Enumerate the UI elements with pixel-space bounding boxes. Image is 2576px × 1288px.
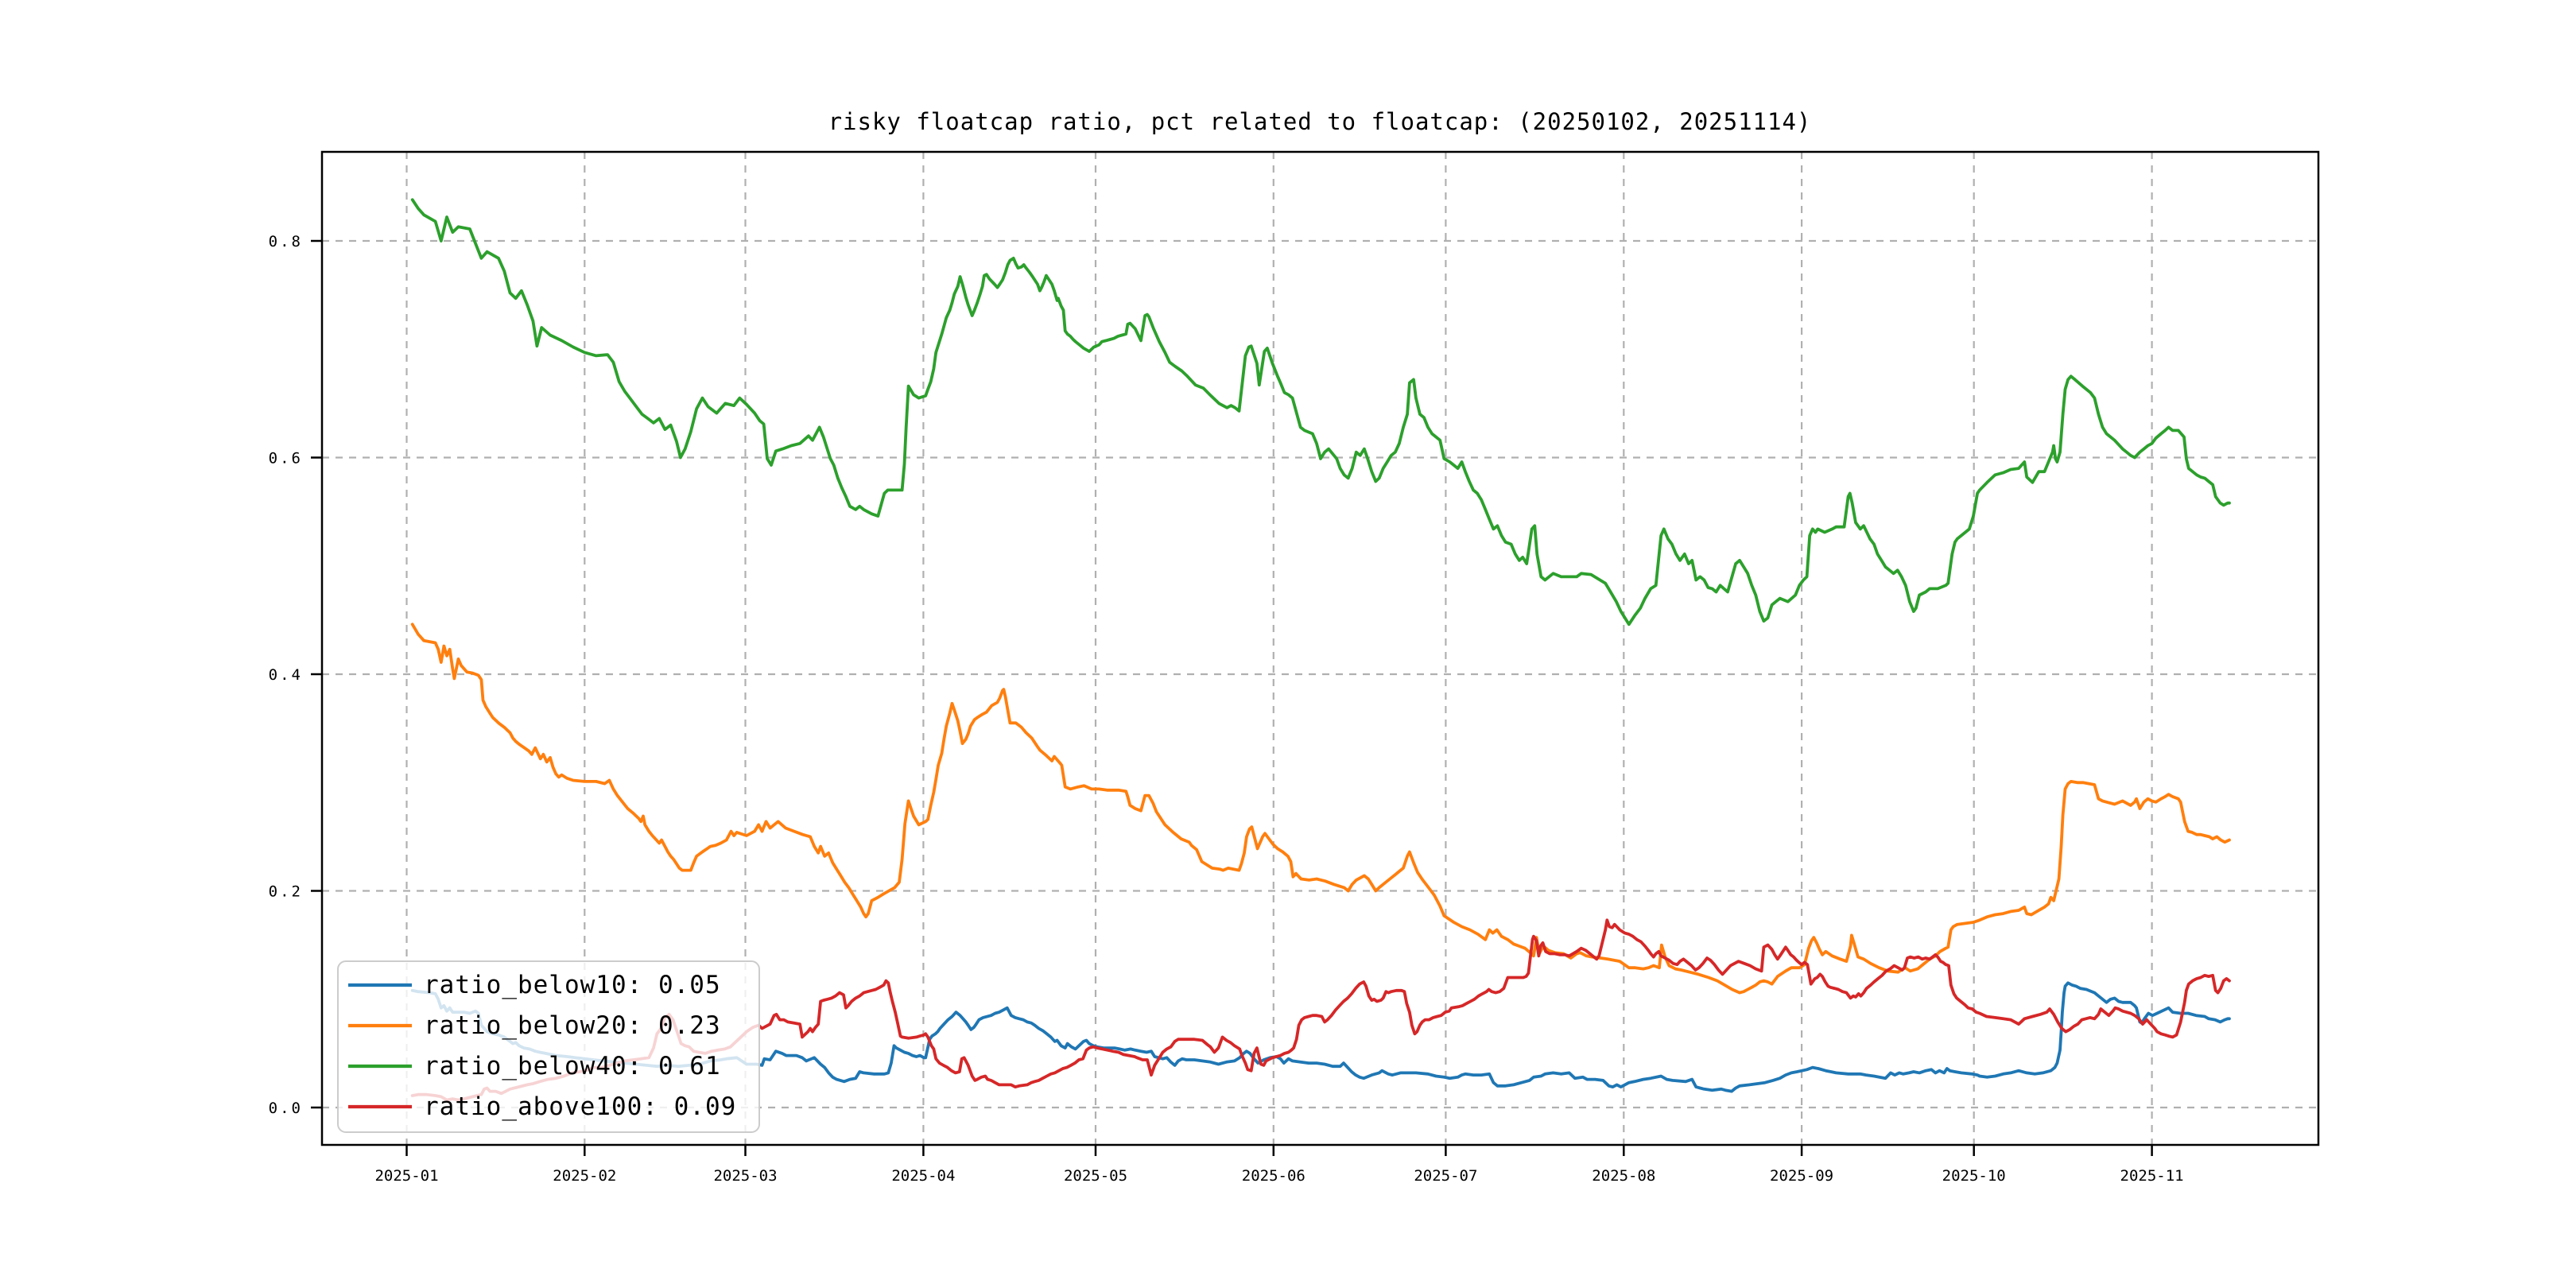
x-tick-label: 2025-11 [2120, 1167, 2184, 1185]
x-tick-label: 2025-06 [1242, 1167, 1305, 1185]
series-line-ratio_above100 [410, 918, 2231, 1102]
legend-item-label: ratio_below10: 0.05 [424, 971, 721, 999]
x-tick-label: 2025-08 [1592, 1167, 1655, 1185]
x-tick-label: 2025-09 [1770, 1167, 1833, 1185]
axis-ticks: 2025-01 2025-02 2025-03 2025-04 2025-05 2025-… [269, 233, 2184, 1185]
x-tick-label: 2025-07 [1414, 1167, 1477, 1185]
series-lines [410, 198, 2231, 1102]
series-line-ratio_below40 [410, 198, 2231, 627]
x-tick-label: 2025-02 [553, 1167, 616, 1185]
x-tick-label: 2025-10 [1942, 1167, 2006, 1185]
series-line-ratio_below20 [410, 623, 2231, 995]
y-tick-label: 0.6 [269, 450, 303, 467]
y-tick-label: 0.0 [269, 1100, 303, 1117]
x-tick-label: 2025-04 [891, 1167, 955, 1185]
y-tick-label: 0.4 [269, 666, 303, 684]
legend: ratio_below10: 0.05 ratio_below20: 0.23 ra… [337, 960, 760, 1133]
legend-item-label: ratio_below20: 0.23 [424, 1011, 721, 1040]
legend-box [337, 960, 760, 1133]
x-tick-label: 2025-05 [1064, 1167, 1127, 1185]
chart-title: risky floatcap ratio, pct related to flo… [828, 108, 1812, 135]
plot-border [320, 150, 2320, 1146]
x-tick-label: 2025-01 [374, 1167, 438, 1185]
y-tick-label: 0.8 [269, 233, 303, 250]
y-tick-label: 0.2 [269, 883, 303, 901]
x-tick-label: 2025-03 [713, 1167, 777, 1185]
legend-item-label: ratio_below40: 0.61 [424, 1052, 721, 1080]
legend-item-label: ratio_above100: 0.09 [424, 1092, 736, 1121]
